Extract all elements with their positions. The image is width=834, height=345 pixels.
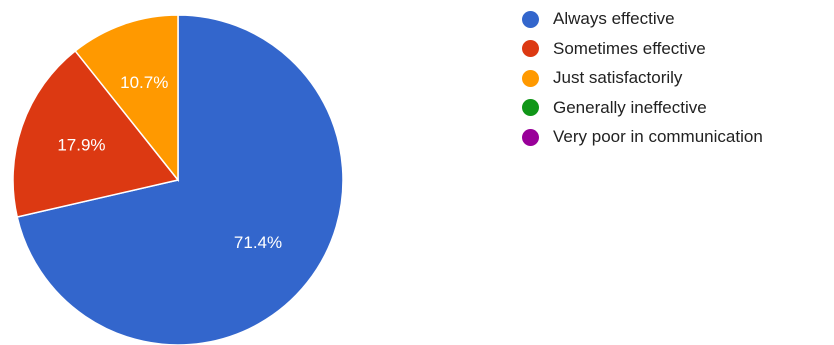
legend: Always effective Sometimes effective Just … — [522, 6, 763, 154]
pie-slice-always-effective — [16, 14, 344, 345]
legend-swatch — [522, 40, 539, 58]
legend-item-very-poor-in-communication: Very poor in communication — [522, 124, 763, 151]
legend-item-generally-ineffective: Generally ineffective — [522, 95, 763, 122]
pie-slice-sometimes-effective — [12, 49, 180, 218]
legend-label: Generally ineffective — [553, 97, 707, 117]
legend-swatch — [522, 128, 539, 146]
pie-slice-just-satisfactorily — [74, 14, 179, 183]
legend-label: Just satisfactorily — [553, 68, 683, 88]
legend-swatch — [522, 10, 539, 28]
slice-label-always-effective: 71.4% — [234, 233, 282, 252]
legend-item-just-satisfactorily: Just satisfactorily — [522, 65, 763, 92]
legend-swatch — [522, 99, 539, 117]
legend-label: Sometimes effective — [553, 38, 706, 58]
legend-item-always-effective: Always effective — [522, 6, 763, 33]
legend-label: Always effective — [553, 9, 675, 29]
legend-swatch — [522, 69, 539, 87]
slice-label-sometimes-effective: 17.9% — [57, 136, 105, 155]
slice-label-just-satisfactorily: 10.7% — [120, 73, 168, 92]
legend-label: Very poor in communication — [553, 127, 763, 147]
legend-item-sometimes-effective: Sometimes effective — [522, 36, 763, 63]
